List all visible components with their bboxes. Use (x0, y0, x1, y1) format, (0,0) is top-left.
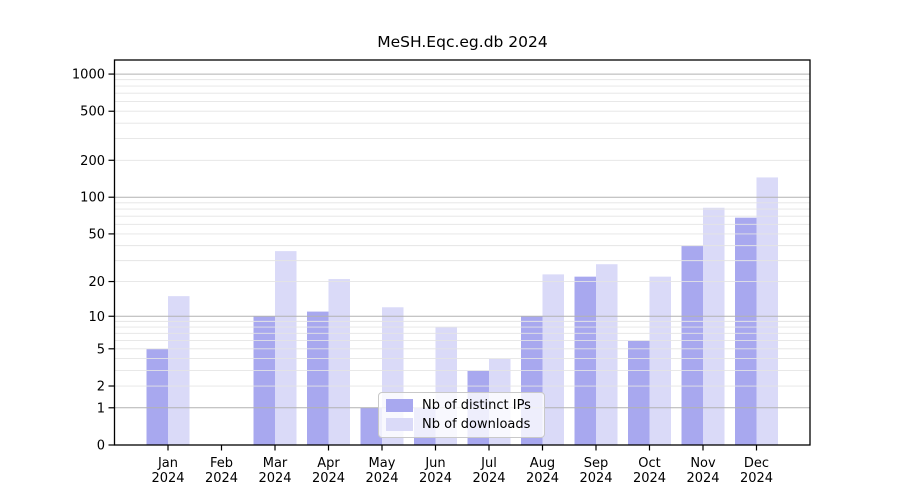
y-tick-label-5: 5 (97, 342, 105, 357)
x-tick-label-month-aug-2024: Aug (530, 456, 555, 471)
y-tick-label-500: 500 (80, 105, 105, 120)
y-tick-label-20: 20 (88, 275, 105, 290)
bar-nb-of-distinct-ips-jan-2024 (146, 348, 168, 445)
bar-nb-of-distinct-ips-nov-2024 (681, 245, 703, 445)
legend-item-downloads: Nb of downloads (386, 417, 536, 432)
x-tick-label-month-jul-2024: Jul (480, 456, 497, 471)
x-tick-label-month-jun-2024: Jun (424, 456, 445, 471)
y-tick-label-1: 1 (97, 401, 105, 416)
x-tick-label-year-nov-2024: 2024 (686, 471, 719, 486)
x-tick-label-month-apr-2024: Apr (317, 456, 340, 471)
bar-nb-of-downloads-sep-2024 (596, 264, 618, 445)
y-tick-label-2: 2 (97, 380, 105, 395)
bar-nb-of-distinct-ips-oct-2024 (628, 340, 650, 445)
x-tick-label-year-aug-2024: 2024 (526, 471, 559, 486)
legend-label-downloads: Nb of downloads (422, 417, 531, 432)
bar-nb-of-downloads-nov-2024 (703, 207, 725, 445)
x-tick-label-month-mar-2024: Mar (263, 456, 288, 471)
bar-nb-of-downloads-dec-2024 (756, 177, 778, 445)
legend-swatch-distinct-ips (386, 399, 413, 412)
legend: Nb of distinct IPs Nb of downloads (378, 392, 545, 438)
x-tick-label-month-feb-2024: Feb (210, 456, 233, 471)
bar-nb-of-downloads-mar-2024 (275, 251, 297, 445)
bar-nb-of-distinct-ips-mar-2024 (253, 316, 275, 445)
legend-label-distinct-ips: Nb of distinct IPs (422, 398, 531, 413)
x-tick-label-year-jan-2024: 2024 (151, 471, 184, 486)
x-tick-label-year-oct-2024: 2024 (633, 471, 666, 486)
x-tick-label-month-jan-2024: Jan (157, 456, 178, 471)
x-tick-label-year-jul-2024: 2024 (472, 471, 505, 486)
plot-frame (113, 59, 811, 446)
x-tick-label-month-oct-2024: Oct (638, 456, 660, 471)
y-tick-label-0: 0 (97, 439, 105, 454)
x-tick-label-year-apr-2024: 2024 (312, 471, 345, 486)
x-tick-label-year-feb-2024: 2024 (205, 471, 238, 486)
y-tick-label-1000: 1000 (72, 68, 105, 83)
x-tick-label-year-may-2024: 2024 (365, 471, 398, 486)
bar-nb-of-distinct-ips-dec-2024 (735, 217, 757, 445)
y-tick-label-100: 100 (80, 191, 105, 206)
chart-title: MeSH.Eqc.eg.db 2024 (377, 33, 548, 51)
bar-nb-of-downloads-apr-2024 (328, 279, 350, 445)
bar-nb-of-distinct-ips-sep-2024 (574, 276, 596, 445)
bar-nb-of-downloads-aug-2024 (542, 274, 564, 445)
legend-item-distinct-ips: Nb of distinct IPs (386, 398, 536, 413)
x-tick-label-month-dec-2024: Dec (744, 456, 769, 471)
legend-swatch-downloads (386, 418, 413, 431)
x-tick-label-year-jun-2024: 2024 (419, 471, 452, 486)
y-tick-label-50: 50 (88, 227, 105, 242)
y-tick-label-200: 200 (80, 154, 105, 169)
bar-nb-of-distinct-ips-apr-2024 (307, 311, 329, 445)
x-tick-label-month-sep-2024: Sep (584, 456, 609, 471)
x-tick-label-month-may-2024: May (369, 456, 396, 471)
y-tick-label-10: 10 (88, 310, 105, 325)
bar-nb-of-downloads-oct-2024 (649, 276, 671, 445)
x-tick-label-year-sep-2024: 2024 (579, 471, 612, 486)
x-tick-label-month-nov-2024: Nov (690, 456, 716, 471)
x-tick-label-year-dec-2024: 2024 (740, 471, 773, 486)
x-tick-label-year-mar-2024: 2024 (258, 471, 291, 486)
bar-nb-of-distinct-ips-may-2024 (360, 407, 382, 445)
